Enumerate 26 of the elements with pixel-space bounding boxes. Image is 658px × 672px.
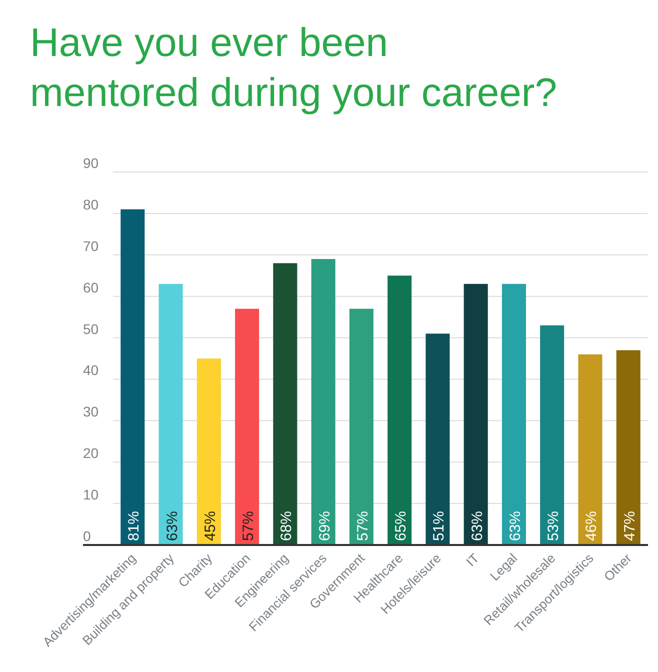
data-label: 57% bbox=[354, 510, 372, 541]
data-label: 53% bbox=[545, 510, 562, 541]
y-tick-label: 50 bbox=[83, 320, 99, 337]
y-tick-label: 40 bbox=[83, 362, 99, 378]
y-tick-label: 70 bbox=[83, 238, 99, 254]
data-label: 81% bbox=[126, 510, 143, 541]
y-tick-label: 20 bbox=[83, 445, 99, 462]
y-tick-label: 80 bbox=[83, 196, 99, 212]
y-tick-label: 0 bbox=[83, 528, 91, 544]
x-tick-label: IT bbox=[463, 550, 482, 570]
data-label: 65% bbox=[392, 510, 410, 541]
data-label: 69% bbox=[316, 510, 334, 541]
y-tick-label: 30 bbox=[83, 404, 99, 420]
data-label: 63% bbox=[164, 510, 181, 541]
y-tick-label: 60 bbox=[83, 279, 99, 296]
chart-title: Have you ever been mentored during your career? bbox=[30, 21, 557, 115]
data-label: 63% bbox=[506, 510, 524, 541]
data-label: 57% bbox=[240, 510, 258, 541]
y-tick-label: 10 bbox=[83, 486, 99, 503]
data-label: 68% bbox=[278, 510, 296, 541]
data-label: 45% bbox=[202, 510, 219, 541]
data-label: 51% bbox=[430, 510, 448, 541]
y-tick-label: 90 bbox=[83, 155, 99, 171]
data-label: 63% bbox=[468, 510, 486, 541]
data-label: 46% bbox=[583, 510, 600, 541]
data-label: 47% bbox=[621, 510, 638, 541]
